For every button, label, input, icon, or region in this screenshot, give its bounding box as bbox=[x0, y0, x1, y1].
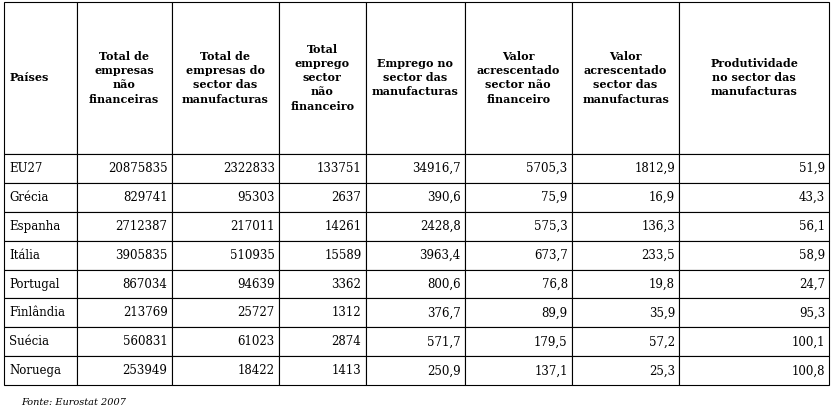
Text: Suécia: Suécia bbox=[9, 336, 49, 349]
Text: Portugal: Portugal bbox=[9, 277, 60, 290]
Text: 89,9: 89,9 bbox=[542, 306, 568, 320]
Text: Emprego no
sector das
manufacturas: Emprego no sector das manufacturas bbox=[371, 58, 459, 98]
Text: 100,8: 100,8 bbox=[792, 365, 825, 378]
Text: 2712387: 2712387 bbox=[116, 220, 168, 233]
Text: 15589: 15589 bbox=[324, 248, 361, 261]
Text: 137,1: 137,1 bbox=[534, 365, 568, 378]
Text: Países: Países bbox=[9, 72, 48, 83]
Text: Valor
acrescentado
sector não
financeiro: Valor acrescentado sector não financeiro bbox=[476, 51, 560, 104]
Text: 376,7: 376,7 bbox=[426, 306, 460, 320]
Text: 250,9: 250,9 bbox=[427, 365, 460, 378]
Text: 133751: 133751 bbox=[317, 162, 361, 175]
Text: 18422: 18422 bbox=[238, 365, 275, 378]
Text: 179,5: 179,5 bbox=[534, 336, 568, 349]
Text: Produtividade
no sector das
manufacturas: Produtividade no sector das manufacturas bbox=[711, 58, 799, 98]
Text: 2322833: 2322833 bbox=[223, 162, 275, 175]
Text: Valor
acrescentado
sector das
manufacturas: Valor acrescentado sector das manufactur… bbox=[582, 51, 669, 104]
Text: 3362: 3362 bbox=[332, 277, 361, 290]
Text: 829741: 829741 bbox=[123, 191, 168, 204]
Text: 16,9: 16,9 bbox=[649, 191, 675, 204]
Text: 390,6: 390,6 bbox=[426, 191, 460, 204]
Text: 3905835: 3905835 bbox=[116, 248, 168, 261]
Text: 75,9: 75,9 bbox=[542, 191, 568, 204]
Text: 35,9: 35,9 bbox=[649, 306, 675, 320]
Text: 3963,4: 3963,4 bbox=[419, 248, 460, 261]
Text: 1812,9: 1812,9 bbox=[634, 162, 675, 175]
Text: 76,8: 76,8 bbox=[542, 277, 568, 290]
Text: 57,2: 57,2 bbox=[649, 336, 675, 349]
Text: 25,3: 25,3 bbox=[649, 365, 675, 378]
Text: Finlândia: Finlândia bbox=[9, 306, 65, 320]
Text: 61023: 61023 bbox=[238, 336, 275, 349]
Text: 51,9: 51,9 bbox=[799, 162, 825, 175]
Text: 233,5: 233,5 bbox=[642, 248, 675, 261]
Text: Itália: Itália bbox=[9, 248, 40, 261]
Text: 217011: 217011 bbox=[230, 220, 275, 233]
Text: 19,8: 19,8 bbox=[649, 277, 675, 290]
Text: 867034: 867034 bbox=[123, 277, 168, 290]
Text: 213769: 213769 bbox=[123, 306, 168, 320]
Text: Espanha: Espanha bbox=[9, 220, 61, 233]
Text: 14261: 14261 bbox=[324, 220, 361, 233]
Text: 100,1: 100,1 bbox=[792, 336, 825, 349]
Text: 58,9: 58,9 bbox=[799, 248, 825, 261]
Text: Noruega: Noruega bbox=[9, 365, 61, 378]
Text: 2428,8: 2428,8 bbox=[420, 220, 460, 233]
Text: 253949: 253949 bbox=[123, 365, 168, 378]
Text: 25727: 25727 bbox=[238, 306, 275, 320]
Text: 673,7: 673,7 bbox=[534, 248, 568, 261]
Text: 2874: 2874 bbox=[332, 336, 361, 349]
Text: Total de
empresas
não
financeiras: Total de empresas não financeiras bbox=[89, 51, 160, 104]
Text: 136,3: 136,3 bbox=[642, 220, 675, 233]
Text: 56,1: 56,1 bbox=[799, 220, 825, 233]
Text: Total
emprego
sector
não
financeiro: Total emprego sector não financeiro bbox=[290, 44, 354, 111]
Text: 95303: 95303 bbox=[238, 191, 275, 204]
Text: 1413: 1413 bbox=[332, 365, 361, 378]
Text: EU27: EU27 bbox=[9, 162, 42, 175]
Text: 95,3: 95,3 bbox=[799, 306, 825, 320]
Text: 94639: 94639 bbox=[238, 277, 275, 290]
Text: 571,7: 571,7 bbox=[427, 336, 460, 349]
Text: Total de
empresas do
sector das
manufacturas: Total de empresas do sector das manufact… bbox=[182, 51, 268, 104]
Text: 20875835: 20875835 bbox=[108, 162, 168, 175]
Text: 24,7: 24,7 bbox=[799, 277, 825, 290]
Text: 575,3: 575,3 bbox=[534, 220, 568, 233]
Text: 5705,3: 5705,3 bbox=[527, 162, 568, 175]
Text: 34916,7: 34916,7 bbox=[412, 162, 460, 175]
Text: 1312: 1312 bbox=[332, 306, 361, 320]
Text: 560831: 560831 bbox=[123, 336, 168, 349]
Text: 43,3: 43,3 bbox=[799, 191, 825, 204]
Text: 2637: 2637 bbox=[332, 191, 361, 204]
Text: Fonte: Eurostat 2007: Fonte: Eurostat 2007 bbox=[21, 398, 125, 407]
Text: Grécia: Grécia bbox=[9, 191, 48, 204]
Text: 510935: 510935 bbox=[230, 248, 275, 261]
Text: 800,6: 800,6 bbox=[427, 277, 460, 290]
